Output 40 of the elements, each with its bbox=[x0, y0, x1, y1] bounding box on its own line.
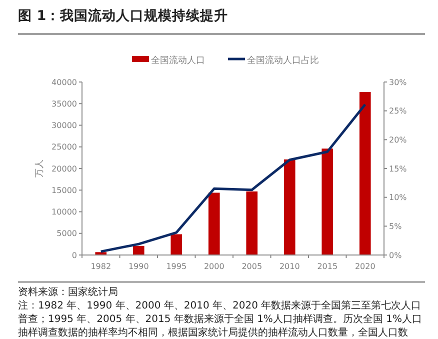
x-tick-label: 1990 bbox=[128, 262, 149, 271]
y-tick-label: 20000 bbox=[52, 164, 77, 174]
bar bbox=[322, 148, 334, 255]
x-tick-label: 2015 bbox=[317, 262, 338, 271]
x-tick-label: 1995 bbox=[166, 262, 187, 271]
y-tick-label: 40000 bbox=[52, 78, 77, 87]
line-series bbox=[100, 103, 366, 253]
x-tick-label: 2005 bbox=[242, 262, 262, 271]
bar bbox=[170, 234, 182, 255]
bar bbox=[359, 92, 371, 255]
y2-tick-label: 30% bbox=[389, 78, 408, 87]
y-axis-title: 万人 bbox=[34, 160, 45, 178]
y-tick-label: 5000 bbox=[56, 229, 77, 238]
bar bbox=[284, 159, 296, 255]
bar bbox=[132, 246, 144, 255]
legend-label: 全国流动人口 bbox=[151, 55, 205, 66]
y-tick-label: 0 bbox=[72, 250, 77, 260]
y2-tick-label: 20% bbox=[389, 135, 408, 144]
text: 抽样调查数据的抽样率均不相同，根据国家统计局提供的抽样流动人口数量，全国人口数 bbox=[18, 326, 408, 338]
x-tick-label: 2020 bbox=[354, 262, 376, 271]
x-tick-label: 1982 bbox=[90, 262, 112, 271]
y2-tick-label: 0% bbox=[389, 250, 402, 260]
chart-title: 图 1：我国流动人口规模持续提升 bbox=[18, 7, 228, 24]
y-tick-label: 10000 bbox=[52, 208, 77, 217]
legend-label: 全国流动人口占比 bbox=[247, 55, 319, 66]
text: 普查；1995 年、2005 年、2015 年数据来源于全国 1%人口抽样调查。历次全国 1%人口 bbox=[18, 313, 422, 325]
y-tick-label: 30000 bbox=[52, 121, 77, 130]
y2-tick-label: 10% bbox=[389, 193, 408, 202]
y-tick-label: 35000 bbox=[52, 99, 77, 108]
x-tick-label: 2010 bbox=[279, 262, 300, 271]
x-tick-label: 2000 bbox=[204, 262, 224, 271]
y2-tick-label: 5% bbox=[389, 222, 402, 231]
text: 资料来源：国家统计局 bbox=[18, 286, 118, 298]
bar bbox=[208, 192, 220, 255]
y2-tick-label: 15% bbox=[389, 164, 408, 174]
bar bbox=[246, 191, 258, 255]
y-tick-label: 25000 bbox=[52, 142, 77, 152]
y2-tick-label: 25% bbox=[389, 106, 408, 116]
text: 注：1982 年、1990 年、2000 年、2010 年、2020 年数据来源于全国第三至第七次人口 bbox=[18, 300, 422, 312]
y-tick-label: 15000 bbox=[52, 186, 77, 195]
